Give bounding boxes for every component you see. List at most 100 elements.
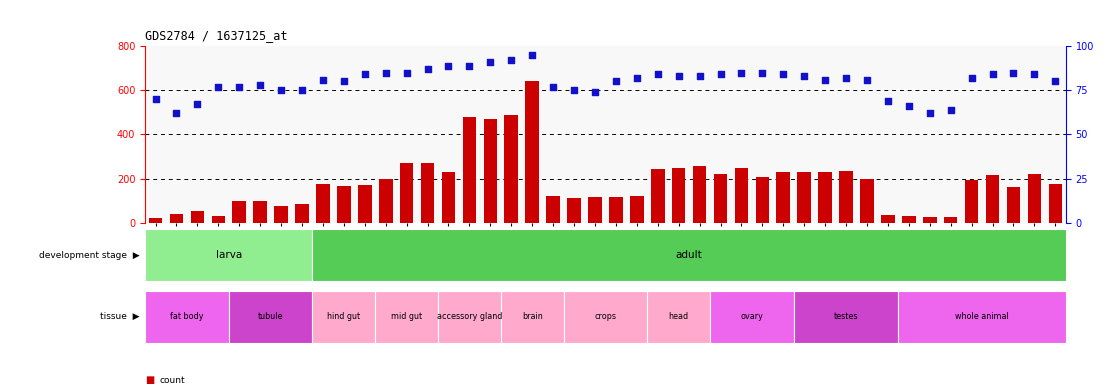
Bar — [296, 204, 309, 223]
Bar — [1049, 184, 1062, 223]
Bar — [400, 163, 413, 223]
Bar — [860, 179, 874, 223]
Bar — [437, 291, 501, 343]
Bar — [839, 171, 853, 223]
Bar — [547, 196, 560, 223]
Bar — [777, 172, 790, 223]
Text: tissue  ▶: tissue ▶ — [100, 312, 140, 321]
Bar — [170, 214, 183, 223]
Point — [732, 70, 750, 76]
Bar — [1028, 174, 1041, 223]
Text: head: head — [668, 312, 689, 321]
Bar — [672, 167, 685, 223]
Bar — [588, 197, 602, 223]
Bar — [501, 291, 564, 343]
Text: larva: larva — [215, 250, 242, 260]
Text: fat body: fat body — [170, 312, 204, 321]
Point — [230, 84, 248, 90]
Text: tubule: tubule — [258, 312, 283, 321]
Point — [670, 73, 687, 79]
Point — [983, 71, 1001, 78]
Bar — [793, 291, 898, 343]
Bar — [526, 81, 539, 223]
Bar — [651, 169, 664, 223]
Bar — [818, 172, 831, 223]
Bar — [647, 291, 710, 343]
Bar — [693, 166, 706, 223]
Point — [377, 70, 395, 76]
Point — [628, 75, 646, 81]
Bar — [798, 172, 811, 223]
Point — [356, 71, 374, 78]
Bar — [421, 163, 434, 223]
Bar — [145, 230, 312, 281]
Point — [189, 101, 206, 108]
Point — [899, 103, 917, 109]
Text: ovary: ovary — [741, 312, 763, 321]
Bar — [564, 291, 647, 343]
Bar — [567, 199, 580, 223]
Point — [272, 87, 290, 93]
Point — [586, 89, 604, 95]
Bar — [965, 180, 979, 223]
Bar — [756, 177, 769, 223]
Text: GDS2784 / 1637125_at: GDS2784 / 1637125_at — [145, 29, 288, 42]
Point — [648, 71, 666, 78]
Point — [963, 75, 981, 81]
Bar — [316, 184, 329, 223]
Point — [314, 76, 331, 83]
Bar — [923, 217, 936, 223]
Text: accessory gland: accessory gland — [436, 312, 502, 321]
Text: crops: crops — [595, 312, 616, 321]
Point — [565, 87, 583, 93]
Bar — [1007, 187, 1020, 223]
Point — [210, 84, 228, 90]
Bar — [375, 291, 437, 343]
Bar — [463, 117, 477, 223]
Bar — [379, 179, 393, 223]
Bar — [902, 216, 915, 223]
Point — [942, 107, 960, 113]
Point — [335, 78, 353, 84]
Point — [523, 52, 541, 58]
Point — [816, 76, 834, 83]
Bar — [609, 197, 623, 223]
Bar — [148, 218, 162, 223]
Point — [691, 73, 709, 79]
Bar — [212, 216, 225, 223]
Point — [1047, 78, 1065, 84]
Point — [1026, 71, 1043, 78]
Bar — [253, 200, 267, 223]
Bar — [312, 291, 375, 343]
Point — [418, 66, 436, 72]
Bar — [504, 114, 518, 223]
Bar — [232, 200, 246, 223]
Point — [440, 63, 458, 69]
Bar — [631, 196, 644, 223]
Point — [607, 78, 625, 84]
Point — [251, 82, 269, 88]
Point — [461, 63, 479, 69]
Bar — [898, 291, 1066, 343]
Point — [167, 110, 185, 116]
Text: development stage  ▶: development stage ▶ — [39, 251, 140, 260]
Bar — [710, 291, 793, 343]
Text: whole animal: whole animal — [955, 312, 1009, 321]
Bar — [229, 291, 312, 343]
Bar — [882, 215, 895, 223]
Bar — [358, 185, 372, 223]
Bar — [442, 172, 455, 223]
Point — [796, 73, 814, 79]
Text: testes: testes — [834, 312, 858, 321]
Point — [502, 57, 520, 63]
Point — [1004, 70, 1022, 76]
Bar — [145, 291, 229, 343]
Text: ■: ■ — [145, 375, 154, 384]
Bar — [191, 210, 204, 223]
Bar — [714, 174, 728, 223]
Bar — [734, 167, 748, 223]
Point — [481, 59, 499, 65]
Bar — [275, 206, 288, 223]
Point — [858, 76, 876, 83]
Point — [879, 98, 897, 104]
